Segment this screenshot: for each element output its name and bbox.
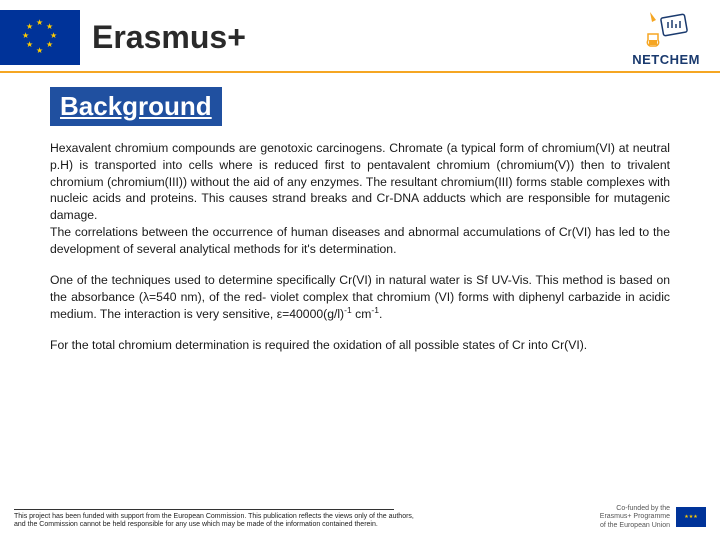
cofunded-line-1: Co-funded by the (616, 505, 670, 512)
eu-flag-icon: ★ ★ ★ ★ ★ ★ ★ ★ (0, 10, 80, 65)
small-eu-flag-icon: ★★★ (676, 507, 706, 527)
page-title: Background (50, 87, 222, 126)
disclaimer-text: This project has been funded with suppor… (14, 513, 414, 531)
cofunded-line-3: of the European Union (600, 522, 670, 529)
header-left: ★ ★ ★ ★ ★ ★ ★ ★ Erasmus+ (0, 10, 246, 65)
cofunded-text: Co-funded by the Erasmus+ Programme of t… (600, 505, 670, 530)
paragraph-1: Hexavalent chromium compounds are genoto… (50, 140, 670, 258)
netchem-icon (642, 10, 690, 50)
paragraph-1-text-b: The correlations between the occurrence … (50, 225, 670, 256)
footer-left: This project has been funded with suppor… (14, 509, 600, 531)
footer-divider (14, 509, 394, 510)
paragraph-3: For the total chromium determination is … (50, 337, 670, 354)
paragraph-2-mid: cm (355, 308, 371, 322)
erasmus-logo-text: Erasmus+ (92, 19, 246, 56)
superscript-2: -1 (371, 305, 379, 315)
netchem-label: NETCHEM (632, 52, 700, 67)
paragraph-2-post: . (379, 308, 382, 322)
content-area: Background Hexavalent chromium compounds… (0, 73, 720, 354)
disclaimer-line-2: and the Commission cannot be held respon… (14, 521, 378, 528)
cofunded-line-2: Erasmus+ Programme (600, 513, 670, 520)
footer: This project has been funded with suppor… (14, 505, 706, 530)
superscript-1: -1 (344, 305, 352, 315)
footer-right: Co-funded by the Erasmus+ Programme of t… (600, 505, 706, 530)
header: ★ ★ ★ ★ ★ ★ ★ ★ Erasmus+ NETCHEM (0, 0, 720, 67)
paragraph-1-text-a: Hexavalent chromium compounds are genoto… (50, 141, 670, 222)
paragraph-2: One of the techniques used to determine … (50, 272, 670, 324)
disclaimer-line-1: This project has been funded with suppor… (14, 513, 414, 520)
netchem-logo: NETCHEM (632, 10, 700, 67)
